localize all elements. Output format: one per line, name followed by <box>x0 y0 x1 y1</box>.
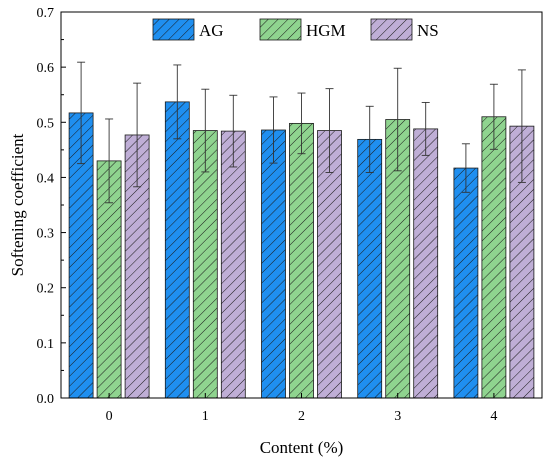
x-tick-label: 1 <box>202 409 209 424</box>
bar-ag-1 <box>164 101 190 399</box>
error-bar-ns-3 <box>421 101 430 156</box>
x-tick-label: 0 <box>106 409 113 424</box>
error-bar-ag-3 <box>365 105 374 173</box>
error-bar-hgm-3 <box>393 67 402 172</box>
y-axis: 0.0 0.1 0.2 0.3 0.4 0.5 0.6 0.7 <box>37 6 66 407</box>
error-bar-hgm-4 <box>489 83 498 150</box>
legend-swatch <box>152 18 195 41</box>
error-bar-ns-4 <box>517 69 526 183</box>
bar-ag-4 <box>453 167 479 399</box>
y-tick-label: 0.6 <box>37 61 55 76</box>
error-bar-hgm-0 <box>105 118 114 204</box>
y-axis-title: Softening coefficient <box>8 133 27 276</box>
error-bar-ag-1 <box>173 64 182 140</box>
error-bar-ns-1 <box>229 94 238 168</box>
y-tick-label: 0.4 <box>37 171 55 186</box>
y-tick-label: 0.1 <box>37 337 55 352</box>
bars-layer <box>68 101 535 399</box>
legend-swatch <box>259 18 302 41</box>
bar-ns-1 <box>220 130 246 399</box>
error-bar-ns-0 <box>133 82 142 188</box>
legend-label: HGM <box>306 21 346 40</box>
legend: AG HGM NS <box>152 18 439 41</box>
x-tick-label: 2 <box>298 409 305 424</box>
legend-label: AG <box>199 21 224 40</box>
y-tick-label: 0.0 <box>37 392 55 407</box>
x-axis-title: Content (%) <box>260 438 344 457</box>
legend-item-hgm: HGM <box>259 18 346 41</box>
error-bar-ag-0 <box>77 61 86 165</box>
y-tick-label: 0.5 <box>37 116 55 131</box>
error-bar-ag-2 <box>269 96 278 164</box>
x-tick-label: 4 <box>490 409 497 424</box>
error-bar-hgm-1 <box>201 88 210 173</box>
y-tick-label: 0.2 <box>37 282 55 297</box>
bar-hgm-4 <box>481 116 507 399</box>
error-bars-layer <box>77 61 526 204</box>
bar-ns-3 <box>413 128 439 399</box>
error-bar-hgm-2 <box>297 92 306 155</box>
bar-ag-3 <box>357 138 383 399</box>
x-tick-label: 3 <box>394 409 401 424</box>
error-bar-ns-2 <box>325 88 334 173</box>
y-tick-label: 0.7 <box>37 6 55 21</box>
legend-item-ns: NS <box>370 18 439 41</box>
legend-label: NS <box>417 21 439 40</box>
error-bar-ag-4 <box>461 143 470 193</box>
x-axis: 0 1 2 3 4 <box>106 393 497 424</box>
legend-item-ag: AG <box>152 18 224 41</box>
legend-swatch <box>370 18 413 41</box>
y-tick-label: 0.3 <box>37 227 55 242</box>
bar-ag-2 <box>261 129 286 399</box>
bar-hgm-2 <box>289 122 314 399</box>
